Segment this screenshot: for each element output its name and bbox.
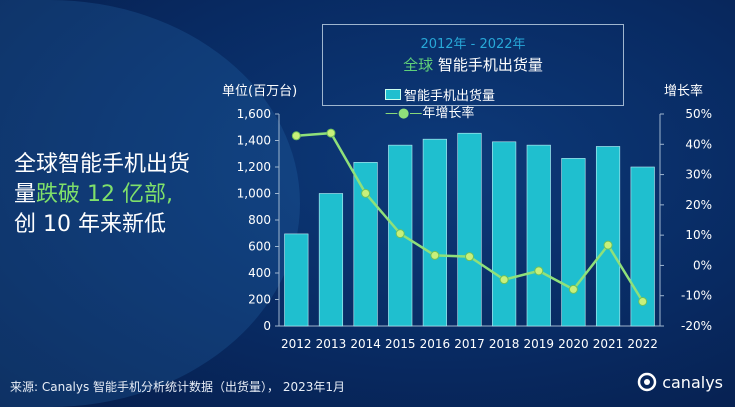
x-tick-label: 2018 — [489, 337, 520, 351]
growth-point-2020 — [568, 284, 578, 294]
growth-point-2015 — [395, 229, 405, 239]
y-tick-label: 600 — [248, 240, 271, 254]
x-tick-label: 2022 — [627, 337, 658, 351]
chart-title-box: 2012年 - 2022年 全球 智能手机出货量 — [322, 24, 624, 106]
legend: 智能手机出货量 —●—年增长率 — [385, 88, 495, 122]
y-tick-label: 200 — [248, 293, 271, 307]
x-tick-label: 2017 — [454, 337, 485, 351]
canalys-logo: canalys — [637, 372, 723, 392]
y-tick-label: 1,400 — [237, 134, 271, 148]
y2-tick-label: 0% — [693, 258, 712, 272]
x-tick-label: 2021 — [593, 337, 624, 351]
y2-axis-label: 增长率 — [664, 84, 704, 99]
bar-2016 — [422, 138, 447, 327]
headline-line3: 创 10 年来新低 — [14, 212, 166, 237]
y-tick-label: 1,000 — [237, 187, 271, 201]
x-tick-label: 2015 — [385, 337, 416, 351]
growth-point-2012 — [291, 131, 301, 141]
logo-icon — [637, 372, 657, 392]
source-footer: 来源: Canalys 智能手机分析统计数据（出货量）， 2023年1月 — [10, 380, 346, 394]
bar-2022 — [630, 166, 655, 327]
headline-line2a: 量 — [14, 182, 37, 207]
legend-line-marker: —●— — [385, 106, 423, 121]
x-tick-label: 2020 — [558, 337, 589, 351]
bar-2019 — [526, 144, 551, 327]
x-tick-label: 2012 — [281, 337, 312, 351]
headline-line1: 全球智能手机出货 — [14, 152, 191, 177]
y-tick-label: 1,600 — [237, 107, 271, 121]
legend-line: —●—年增长率 — [385, 105, 495, 122]
headline: 全球智能手机出货 量跌破 12 亿部, 创 10 年来新低 — [14, 150, 190, 240]
y-tick-label: 800 — [248, 213, 271, 227]
x-tick-label: 2019 — [523, 337, 554, 351]
title-main: 智能手机出货量 — [437, 56, 543, 74]
title-accent: 全球 — [403, 56, 434, 74]
legend-bar-swatch — [385, 89, 401, 100]
x-tick-label: 2016 — [420, 337, 451, 351]
legend-bar: 智能手机出货量 — [385, 88, 495, 105]
chart-range: 2012年 - 2022年 — [420, 37, 526, 52]
x-tick-label: 2014 — [350, 337, 381, 351]
legend-line-label: 年增长率 — [422, 106, 475, 121]
growth-point-2014 — [361, 188, 371, 198]
y2-tick-label: 50% — [685, 107, 712, 121]
y2-tick-label: 30% — [685, 168, 712, 182]
y-tick-label: 0 — [263, 319, 271, 333]
y-axis-label: 单位(百万台) — [222, 84, 298, 99]
y2-tick-label: 20% — [685, 198, 712, 212]
legend-bar-label: 智能手机出货量 — [404, 89, 496, 104]
y-tick-label: 400 — [248, 266, 271, 280]
growth-point-2021 — [603, 240, 613, 250]
headline-line2b: 跌破 12 亿部, — [36, 182, 173, 207]
bar-2021 — [595, 146, 621, 327]
bar-2018 — [492, 141, 517, 327]
y2-tick-label: 10% — [685, 228, 712, 242]
x-tick-label: 2013 — [316, 337, 347, 351]
bar-2014 — [353, 162, 378, 327]
growth-point-2016 — [430, 250, 440, 260]
growth-point-2013 — [326, 128, 336, 138]
y-tick-label: 1,200 — [237, 160, 271, 174]
y2-tick-label: -20% — [681, 319, 712, 333]
bar-2020 — [561, 158, 586, 327]
bar-2012 — [284, 233, 309, 327]
growth-point-2018 — [499, 275, 509, 285]
y2-tick-label: 40% — [685, 137, 712, 151]
growth-point-2022 — [638, 296, 648, 306]
logo-text: canalys — [662, 372, 723, 392]
growth-point-2019 — [534, 266, 544, 276]
y2-tick-label: -10% — [681, 289, 712, 303]
bar-2013 — [318, 193, 344, 327]
bar-2017 — [457, 132, 482, 327]
growth-point-2017 — [465, 252, 474, 262]
